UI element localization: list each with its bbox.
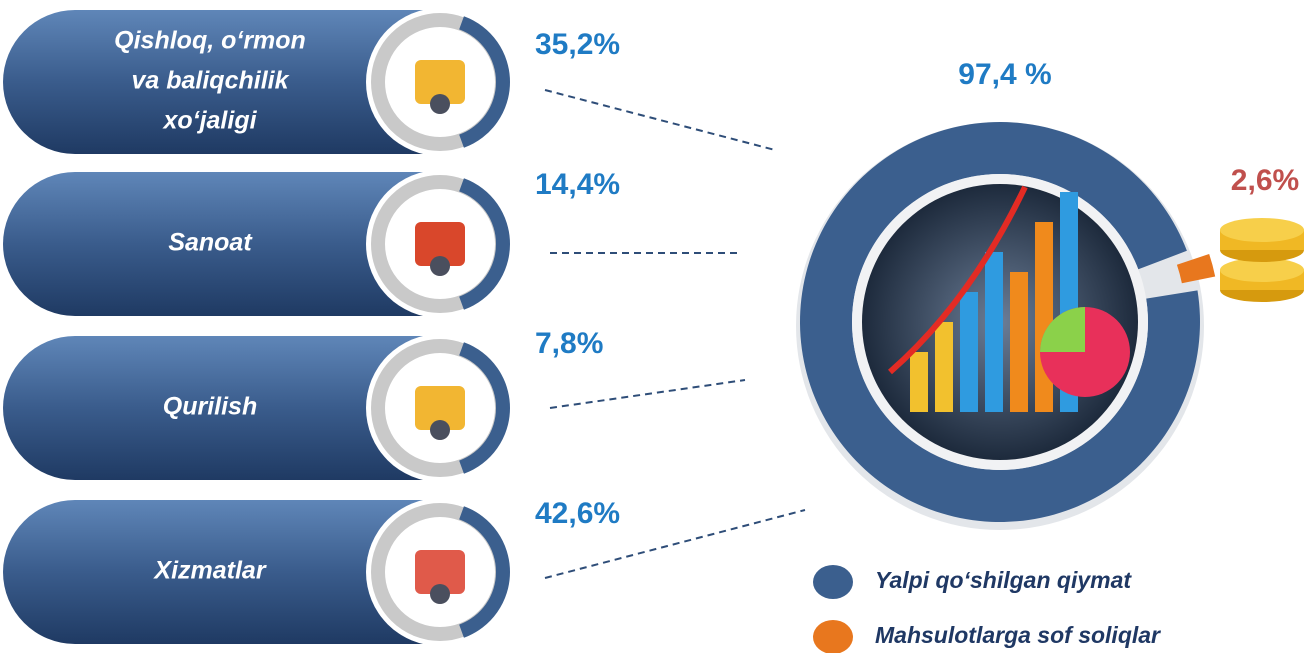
- center-image: [1010, 272, 1028, 412]
- center-image: [960, 292, 978, 412]
- icon-arc: [459, 342, 510, 474]
- value-label: 2,6%: [1231, 164, 1299, 197]
- icon: [430, 584, 450, 604]
- sector-share: 14,4%: [535, 168, 620, 201]
- icon: [415, 60, 465, 104]
- center-image: [910, 352, 928, 412]
- donut-segment: [1176, 253, 1216, 284]
- sector-share: 42,6%: [535, 497, 620, 530]
- legend-text: Mahsulotlarga sof soliqlar: [875, 622, 1161, 648]
- sector-label: Xizmatlar: [152, 557, 266, 585]
- sector-pill: [3, 500, 440, 644]
- connector: [549, 379, 746, 409]
- sector-share: 7,8%: [535, 327, 603, 360]
- connector: [544, 89, 776, 151]
- icon-arc: [459, 178, 510, 310]
- legend-text: Yalpi qo‘shilgan qiymat: [875, 567, 1132, 593]
- center-image: [1040, 307, 1085, 352]
- legend-marker: [813, 620, 853, 653]
- icon: [430, 256, 450, 276]
- icon: [415, 386, 465, 430]
- coins: [1220, 218, 1304, 302]
- icon: [415, 550, 465, 594]
- icon: [415, 222, 465, 266]
- sector-label: xo‘jaligi: [161, 107, 257, 135]
- sector-pill: [3, 172, 440, 316]
- connector: [544, 509, 806, 579]
- sector-label: Qishloq, o‘rmon: [114, 27, 306, 55]
- center-image: [935, 322, 953, 412]
- sector-label: va baliqchilik: [131, 67, 289, 95]
- icon: [430, 420, 450, 440]
- center-image: [985, 252, 1003, 412]
- sector-label: Sanoat: [168, 229, 253, 257]
- center-image: [888, 185, 1028, 375]
- icon: [430, 94, 450, 114]
- value-label: 97,4 %: [958, 58, 1051, 91]
- center-image: [1035, 222, 1053, 412]
- icon-arc: [459, 506, 510, 638]
- sector-share: 35,2%: [535, 28, 620, 61]
- legend-marker: [813, 565, 853, 599]
- sector-pill: [3, 10, 440, 154]
- sector-label: Qurilish: [163, 393, 257, 421]
- icon-arc: [459, 16, 510, 148]
- sector-pill: [3, 336, 440, 480]
